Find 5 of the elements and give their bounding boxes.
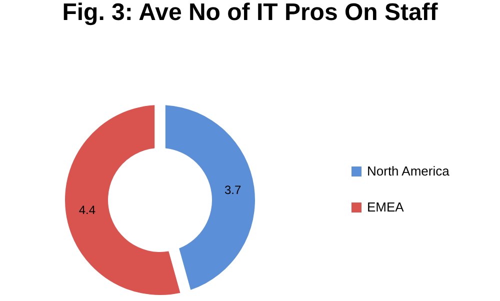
legend-label: North America <box>367 164 450 178</box>
data-label: 3.7 <box>224 183 242 198</box>
chart-title: Fig. 3: Ave No of IT Pros On Staff <box>62 0 439 26</box>
data-label: 4.4 <box>78 202 96 217</box>
legend-label: EMEA <box>367 200 404 214</box>
